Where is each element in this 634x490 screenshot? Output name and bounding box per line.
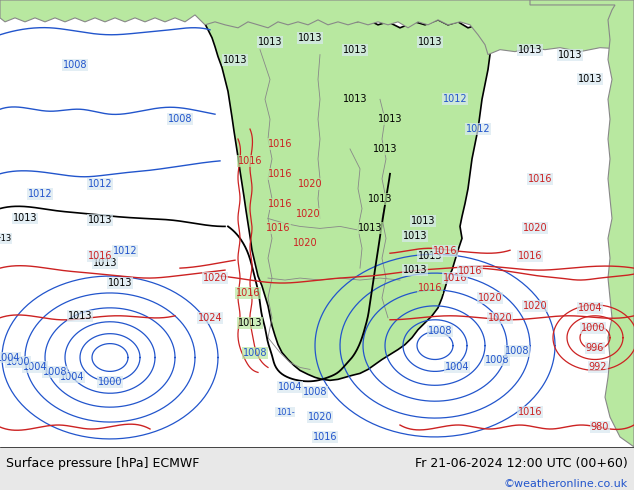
Text: 1004: 1004 — [278, 382, 302, 392]
Text: 1008: 1008 — [63, 60, 87, 70]
Text: 1020: 1020 — [203, 273, 228, 283]
Text: 1016: 1016 — [87, 251, 112, 261]
Text: 1016: 1016 — [313, 432, 337, 442]
Text: 1016: 1016 — [518, 251, 542, 261]
Text: 1013: 1013 — [411, 217, 436, 226]
Text: 1013: 1013 — [518, 45, 542, 55]
Text: 1013: 1013 — [223, 54, 247, 65]
Text: 1008: 1008 — [505, 345, 529, 356]
Text: 1000: 1000 — [98, 377, 122, 387]
Text: 1008: 1008 — [485, 355, 509, 366]
Text: 1013: 1013 — [418, 37, 443, 47]
Text: 1013: 1013 — [343, 94, 367, 104]
Text: 1012: 1012 — [443, 94, 467, 104]
Text: 1016: 1016 — [418, 283, 443, 293]
Text: 1016: 1016 — [236, 288, 260, 298]
Text: 1016: 1016 — [458, 266, 482, 276]
Text: 1012: 1012 — [87, 179, 112, 189]
Text: 1020: 1020 — [522, 301, 547, 311]
Text: 1013: 1013 — [87, 216, 112, 225]
Text: 996: 996 — [586, 343, 604, 353]
Text: 1000: 1000 — [6, 358, 30, 368]
Text: 1016: 1016 — [527, 174, 552, 184]
Text: 1013: 1013 — [368, 194, 392, 204]
Text: 1008: 1008 — [428, 326, 452, 336]
Text: 1016: 1016 — [443, 273, 467, 283]
Text: 1013: 1013 — [558, 49, 582, 60]
Text: 1013: 1013 — [373, 144, 398, 154]
Text: 1020: 1020 — [488, 313, 512, 323]
Text: 1013: 1013 — [358, 223, 382, 233]
Text: ·13: ·13 — [0, 234, 11, 243]
Text: 1004: 1004 — [23, 363, 48, 372]
Text: 980: 980 — [591, 422, 609, 432]
Text: 1016: 1016 — [518, 407, 542, 417]
Text: 1013: 1013 — [578, 74, 602, 84]
Text: 1016: 1016 — [268, 139, 292, 149]
Text: 1013: 1013 — [108, 278, 133, 288]
Text: Fr 21-06-2024 12:00 UTC (00+60): Fr 21-06-2024 12:00 UTC (00+60) — [415, 457, 628, 470]
Text: 1020: 1020 — [522, 223, 547, 233]
Text: 1020: 1020 — [298, 179, 322, 189]
Text: 1008: 1008 — [168, 114, 192, 124]
Text: 1008: 1008 — [303, 387, 327, 397]
Text: 1013: 1013 — [258, 37, 282, 47]
Text: 1004: 1004 — [444, 363, 469, 372]
Text: 1013: 1013 — [418, 251, 443, 261]
Text: 1020: 1020 — [477, 293, 502, 303]
Text: 1020: 1020 — [307, 412, 332, 422]
Text: 1013: 1013 — [403, 231, 427, 242]
Text: 1012: 1012 — [28, 189, 53, 198]
Text: 1016: 1016 — [433, 246, 457, 256]
Text: 1013: 1013 — [403, 265, 427, 275]
Text: 1020: 1020 — [293, 238, 317, 248]
Text: 101-: 101- — [276, 408, 294, 416]
Text: 1008: 1008 — [243, 347, 268, 358]
Text: 1004: 1004 — [60, 372, 84, 382]
Text: 1013: 1013 — [238, 318, 262, 328]
Text: 1013: 1013 — [13, 214, 37, 223]
Text: 1000: 1000 — [581, 323, 605, 333]
Text: 1013: 1013 — [378, 114, 402, 124]
Text: 1016: 1016 — [268, 198, 292, 209]
Text: 1020: 1020 — [295, 209, 320, 219]
Text: 1016: 1016 — [268, 169, 292, 179]
Text: 1016: 1016 — [266, 223, 290, 233]
Polygon shape — [530, 0, 634, 447]
Text: Surface pressure [hPa] ECMWF: Surface pressure [hPa] ECMWF — [6, 457, 200, 470]
Text: 1013: 1013 — [298, 33, 322, 43]
Text: 1004: 1004 — [0, 352, 20, 363]
Polygon shape — [195, 5, 490, 380]
Text: 1012: 1012 — [466, 124, 490, 134]
Text: 1004: 1004 — [578, 303, 602, 313]
Text: 1008: 1008 — [42, 368, 67, 377]
Text: 1016: 1016 — [238, 156, 262, 166]
Text: 1013: 1013 — [343, 45, 367, 55]
Text: 992: 992 — [589, 363, 607, 372]
Text: 1012: 1012 — [113, 246, 138, 256]
Text: 1013: 1013 — [68, 311, 93, 321]
Text: 1013: 1013 — [93, 258, 117, 268]
Polygon shape — [0, 0, 634, 54]
Text: ©weatheronline.co.uk: ©weatheronline.co.uk — [503, 479, 628, 489]
Text: 1024: 1024 — [198, 313, 223, 323]
